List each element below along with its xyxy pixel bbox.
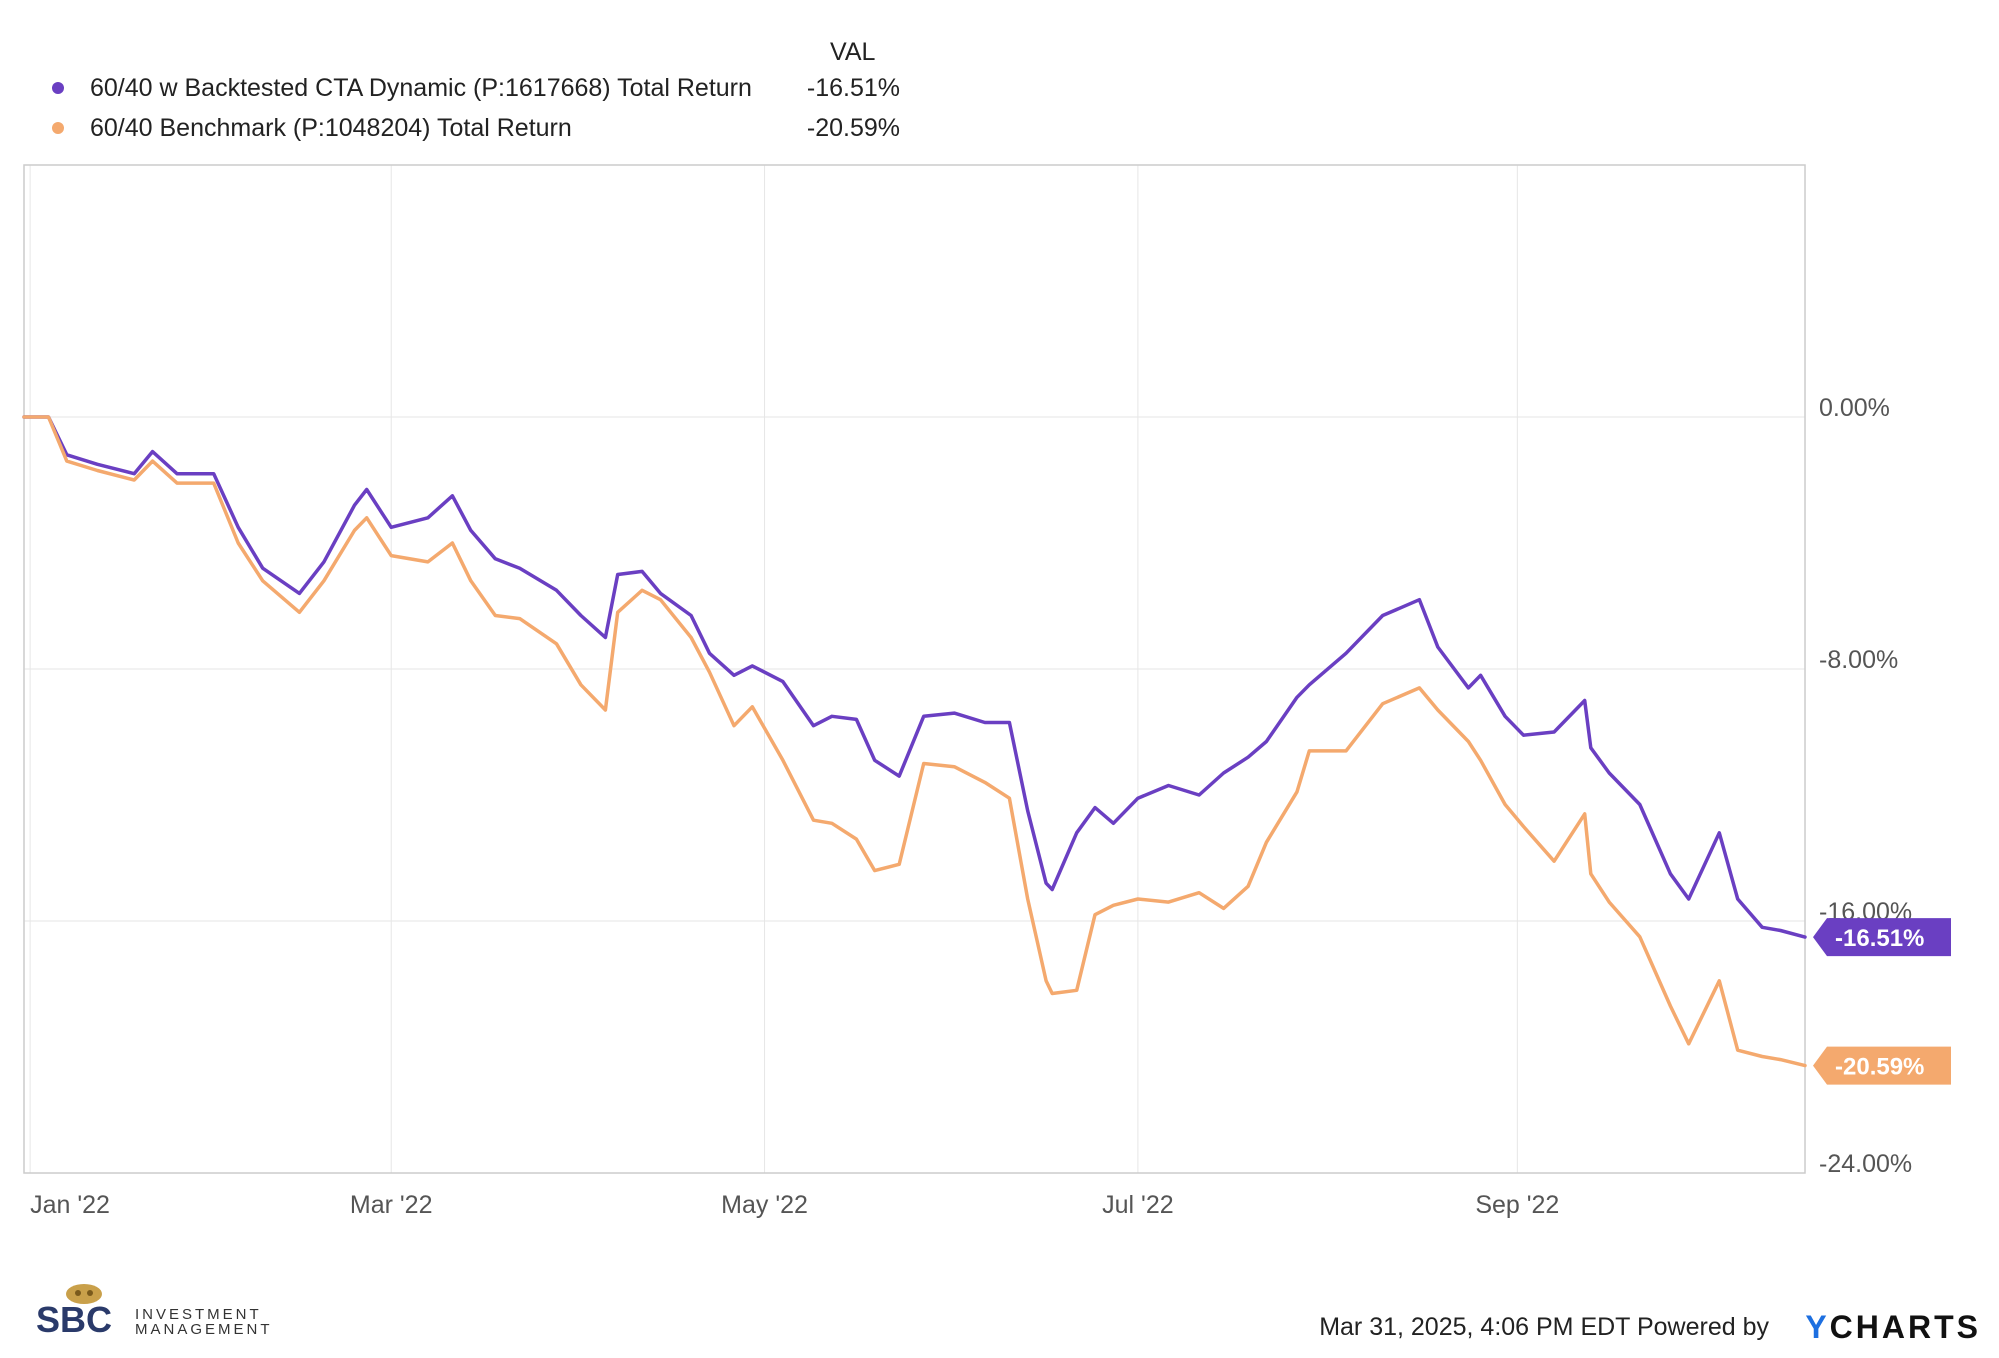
ycharts-brand[interactable]: YCHARTS [1805,1309,1981,1346]
logo-word-investment: INVESTMENT [135,1306,262,1323]
end-label-value: -16.51% [1835,925,1924,952]
logo-word-management: MANAGEMENT [135,1321,273,1338]
logo-initials: SBC [36,1299,112,1340]
series-line-2[interactable] [22,415,1807,1068]
grid-layer [24,165,1805,1174]
legend-item-label: 60/40 Benchmark (P:1048204) Total Return [90,114,572,142]
x-tick-label: Jan '22 [30,1191,110,1219]
y-tick-label: 0.00% [1819,394,1890,422]
owl-logo-icon: SBC [36,1284,112,1340]
powered-by-label: Powered by [1636,1313,1769,1341]
legend-dot-icon [52,122,64,134]
sbc-logo: SBC INVESTMENT MANAGEMENT [34,1280,294,1340]
ycharts-y-icon: Y [1805,1309,1830,1345]
legend-item-label: 60/40 w Backtested CTA Dynamic (P:161766… [90,74,752,102]
series-layer [22,415,1807,1068]
legend-item-benchmark[interactable]: 60/40 Benchmark (P:1048204) Total Return… [40,108,900,148]
legend-dot-icon [52,82,64,94]
end-label-badge [1813,1046,1951,1085]
end-label-badge [1813,918,1951,957]
y-tick-label: -24.00% [1819,1150,1912,1178]
x-tick-label: Jul '22 [1102,1191,1173,1219]
end-label-value: -20.59% [1835,1054,1924,1081]
tick-labels: 0.00%-8.00%-16.00%-24.00%Jan '22 Mar '22 M… [30,394,1912,1219]
ycharts-wordmark: CHARTS [1829,1309,1981,1345]
legend-item-value: -20.59% [806,114,900,142]
y-tick-label: -8.00% [1819,646,1898,674]
legend-item-cta-dynamic[interactable]: 60/40 w Backtested CTA Dynamic (P:161766… [40,68,900,108]
series-line-1[interactable] [22,415,1807,939]
legend-item-value: -16.51% [806,74,900,102]
x-tick-label: Mar '22 [350,1191,433,1219]
x-tick-label: May '22 [721,1191,808,1219]
end-labels: -16.51% -20.59% [1813,918,1951,1085]
plot-frame [23,164,1806,1174]
timestamp: Mar 31, 2025, 4:06 PM EDT [1319,1313,1631,1341]
footer-timestamp: Mar 31, 2025, 4:06 PM EDT Powered by [1319,1313,1769,1342]
x-tick-label: Sep '22 [1475,1191,1559,1219]
legend-value-header: VAL [830,38,876,66]
